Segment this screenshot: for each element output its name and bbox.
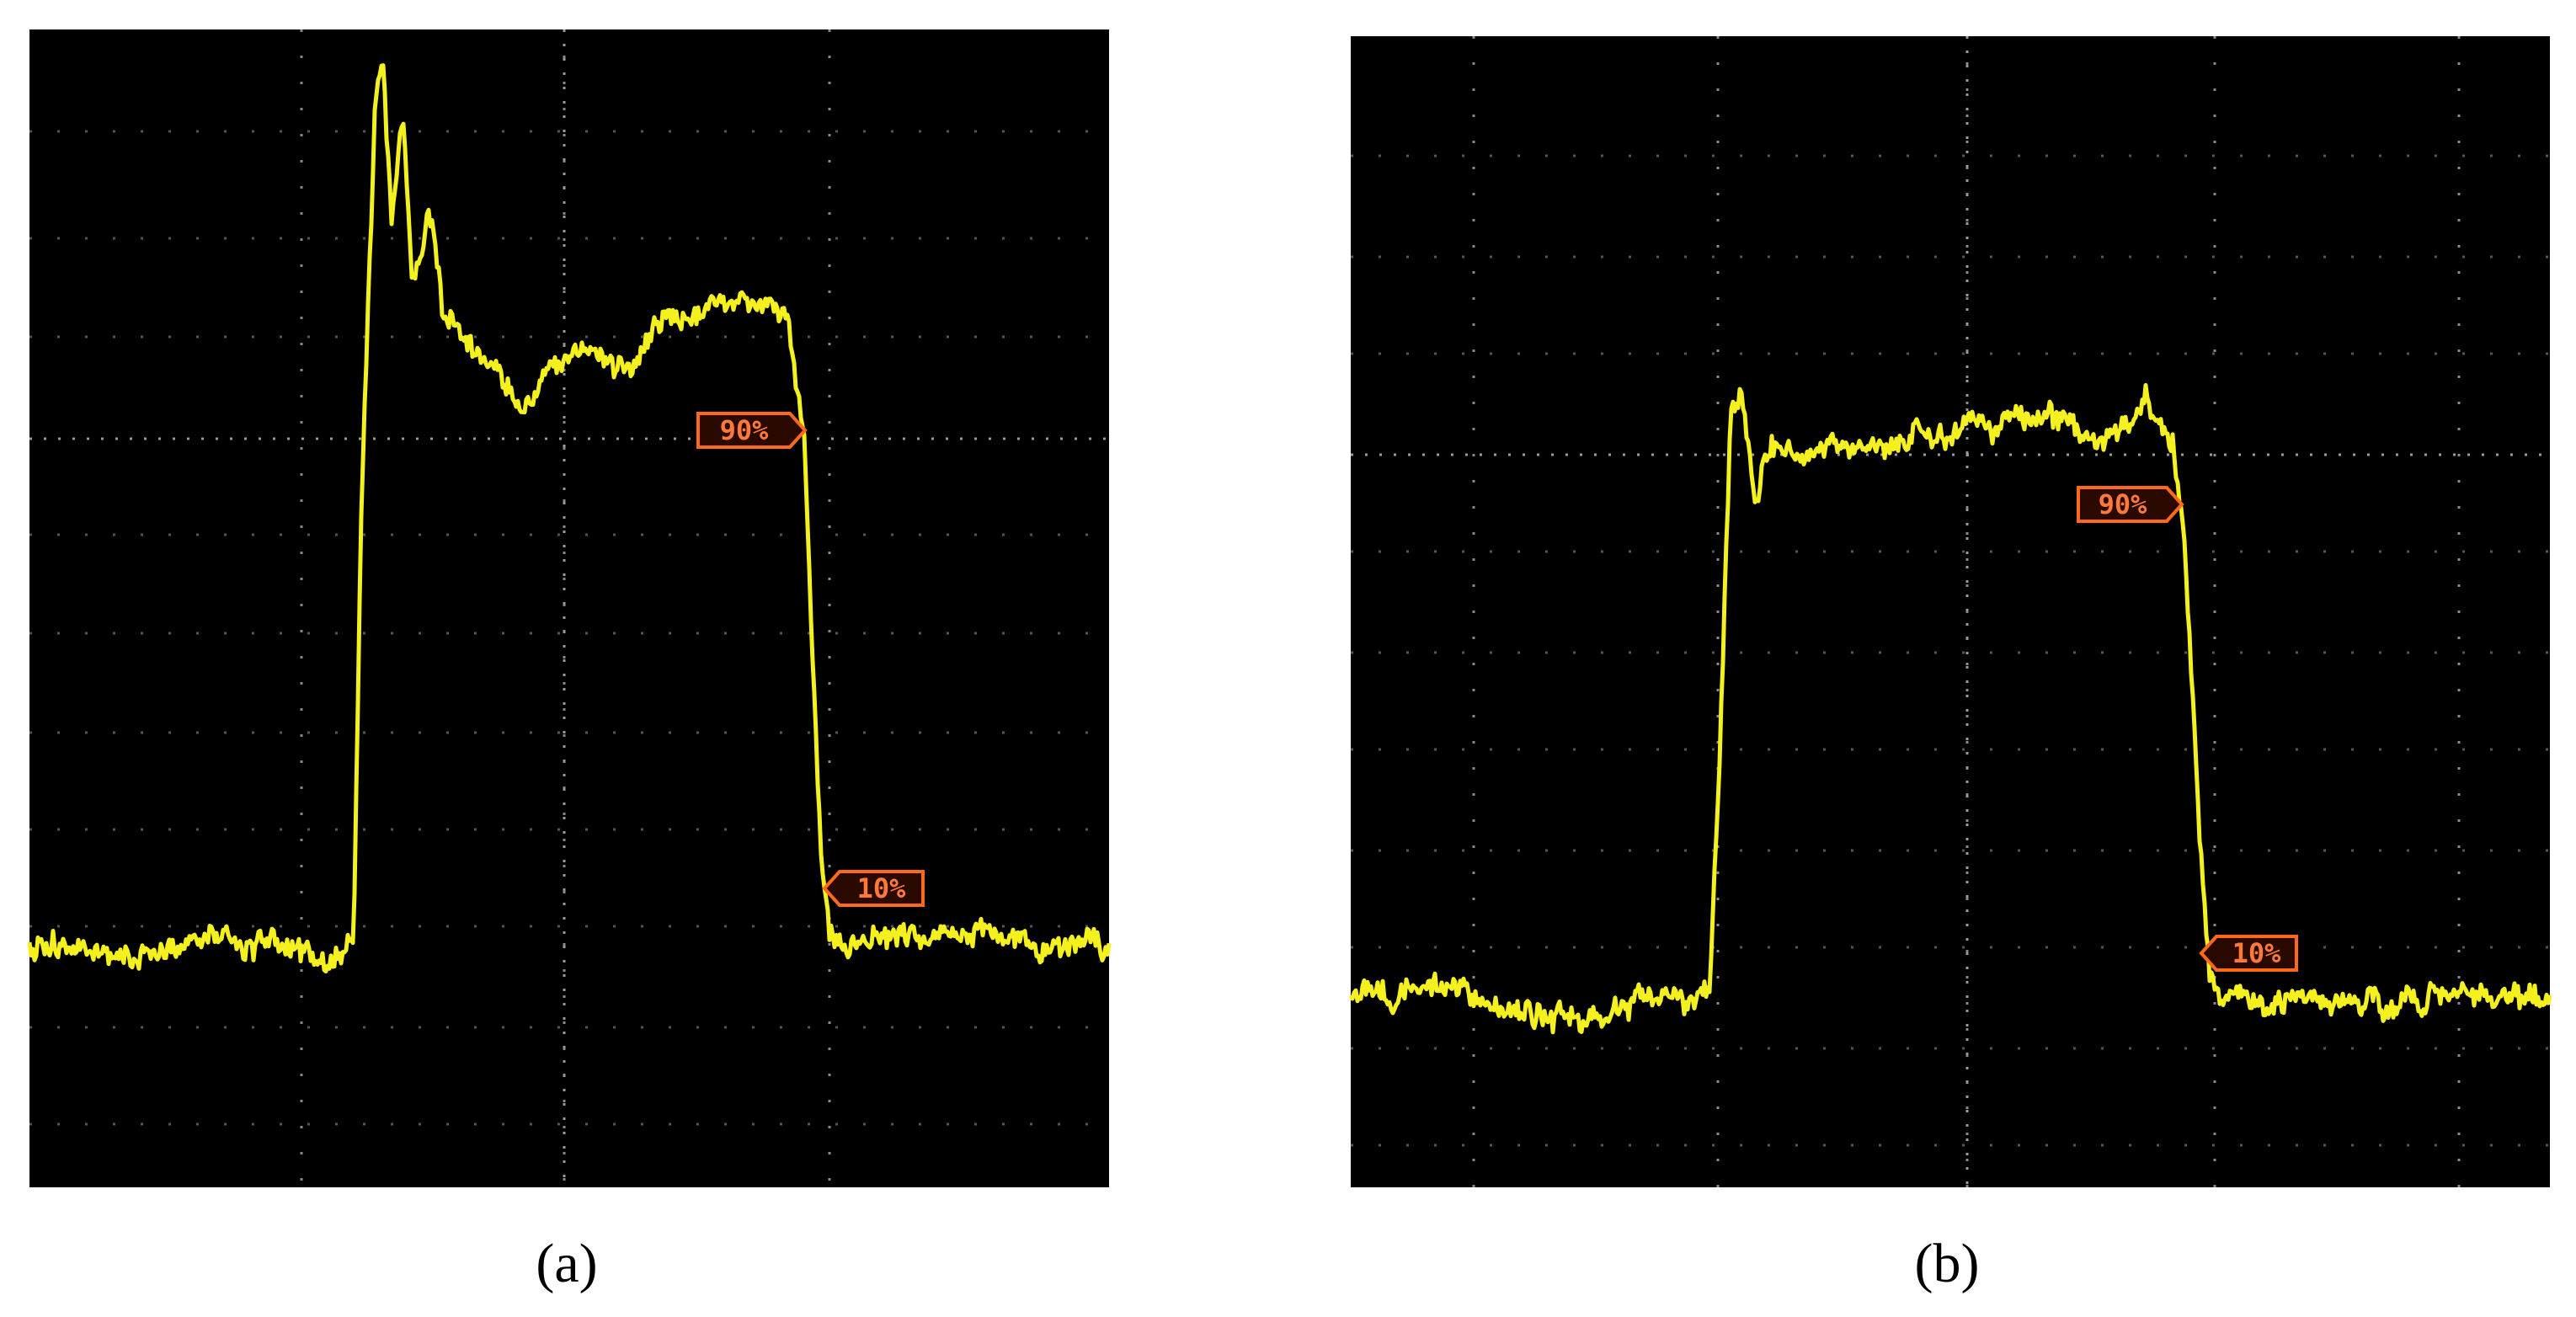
panel-label: (a)	[536, 1233, 597, 1294]
level-marker-label: 10%	[2232, 937, 2282, 969]
panel-label: (b)	[1915, 1233, 1980, 1294]
level-marker	[2199, 935, 2298, 972]
traces: 90% 10% 90% 10%	[27, 29, 2552, 1187]
scope-panel: 90% 10%	[27, 29, 1112, 1187]
level-marker	[2077, 486, 2184, 523]
waveform	[27, 63, 1112, 973]
level-marker-label: 90%	[2099, 488, 2148, 520]
scope-screen-a	[29, 29, 1109, 1187]
level-marker-label: 10%	[857, 872, 907, 904]
level-marker	[696, 412, 808, 449]
level-marker-label: 90%	[720, 414, 770, 446]
level-marker	[822, 870, 925, 907]
scope-panel: 90% 10%	[1348, 36, 2552, 1187]
waveform	[1348, 382, 2552, 1035]
